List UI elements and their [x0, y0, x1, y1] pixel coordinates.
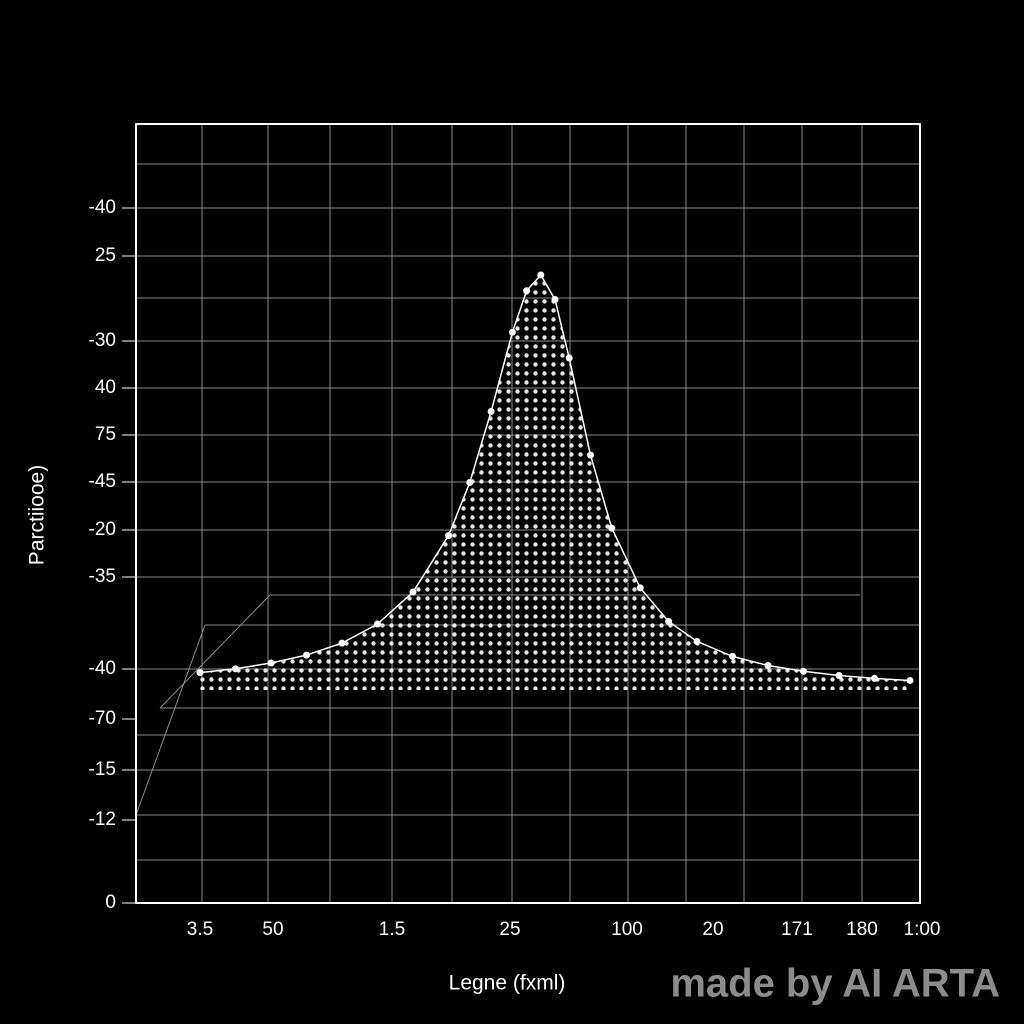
point: [636, 584, 644, 592]
area: [200, 275, 910, 690]
y-tick-label: -40: [89, 658, 116, 679]
point: [523, 287, 531, 295]
y-tick-label: 0: [105, 892, 116, 913]
point: [445, 532, 452, 540]
x-axis-label: Legne (fxml): [449, 972, 566, 995]
point: [608, 524, 616, 532]
x-tick-label: 1:00: [904, 919, 941, 940]
point: [906, 676, 914, 684]
line: [199, 273, 911, 682]
point: [338, 639, 346, 647]
x-tick-label: 20: [702, 919, 723, 940]
plot-frame: [135, 123, 921, 904]
y-tick-label: -70: [89, 708, 116, 729]
point: [303, 651, 310, 659]
point: [800, 667, 807, 675]
point: [693, 637, 701, 645]
point: [665, 618, 673, 626]
y-tick-label: 75: [95, 424, 116, 445]
point: [267, 659, 275, 667]
point: [374, 620, 381, 628]
point: [835, 671, 843, 679]
point: [764, 662, 772, 670]
x-tick-label: 25: [499, 919, 520, 940]
y-tick-label: -15: [89, 759, 116, 780]
y-tick-label: -12: [89, 809, 116, 830]
point: [551, 295, 559, 303]
x-tick-label: 1.5: [379, 919, 405, 940]
x-tick-label: 100: [611, 919, 643, 940]
point: [232, 665, 239, 673]
floor-line: [135, 624, 206, 816]
point: [466, 479, 474, 486]
x-tick-label: 180: [846, 919, 878, 940]
x-tick-label: 3.5: [187, 919, 213, 940]
point: [409, 588, 417, 596]
point: [729, 652, 736, 660]
y-tick-label: -20: [89, 519, 116, 540]
grid: [135, 124, 921, 903]
y-axis-label: Parctiiooe): [26, 465, 49, 565]
y-tick-label: -35: [89, 566, 116, 587]
point: [565, 354, 573, 362]
x-tick-label: 50: [262, 919, 283, 940]
point: [537, 271, 545, 279]
y-tick-label: -45: [89, 471, 116, 492]
watermark: made by AI ARTA: [670, 962, 1000, 1006]
y-tick-label: 40: [95, 377, 116, 398]
point: [487, 408, 495, 416]
y-tick-label: 25: [95, 245, 116, 266]
point: [508, 328, 516, 336]
y-tick-label: -40: [89, 197, 116, 218]
point: [196, 669, 204, 677]
point: [871, 674, 878, 682]
x-tick-label: 171: [781, 919, 813, 940]
floor-line: [159, 594, 271, 709]
y-tick-label: -30: [89, 330, 116, 351]
point: [587, 451, 594, 459]
